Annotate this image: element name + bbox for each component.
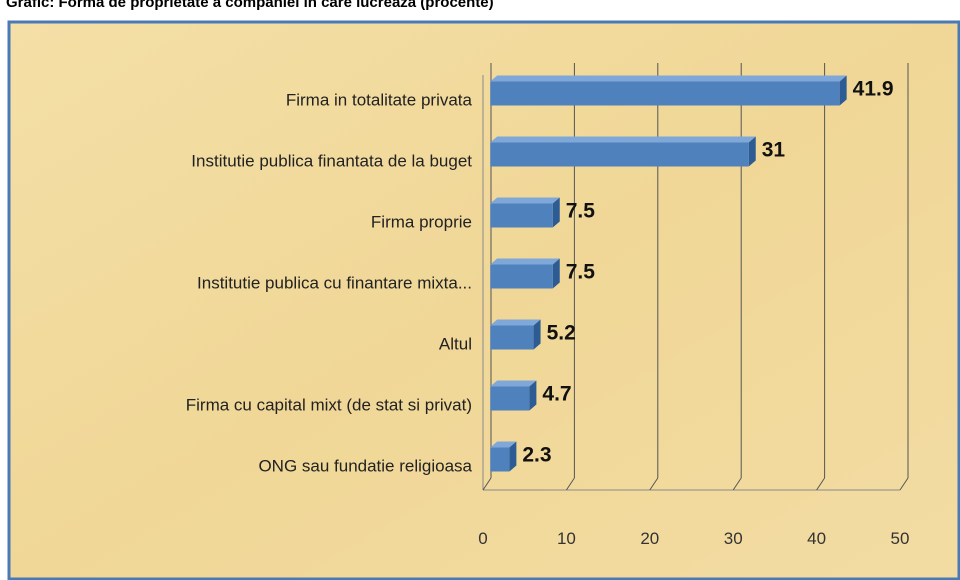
y-tick-label: Firma proprie [371, 213, 472, 232]
y-tick-label: Institutie publica finantata de la buget [191, 152, 472, 171]
bar-top [490, 136, 756, 143]
y-tick-label: Firma cu capital mixt (de stat si privat… [186, 396, 472, 415]
bar [490, 386, 530, 411]
bar-side [552, 197, 560, 228]
value-label: 4.7 [542, 383, 571, 406]
value-label: 5.2 [547, 322, 576, 345]
bar [490, 142, 749, 167]
value-label: 7.5 [566, 261, 596, 284]
x-tick-label: 30 [724, 529, 743, 548]
y-tick-label: Firma in totalitate privata [286, 91, 473, 110]
bar-side [533, 319, 541, 350]
grid-line [899, 477, 909, 491]
bar-side [529, 380, 537, 411]
bar [490, 264, 553, 289]
bar-top [490, 441, 517, 448]
grid-line [816, 477, 826, 491]
bar [490, 325, 534, 350]
bar-top [490, 258, 560, 265]
bar [490, 447, 510, 472]
x-tick-label: 0 [478, 529, 487, 548]
value-label: 41.9 [853, 78, 894, 101]
grid-line [482, 477, 492, 491]
bar-side [748, 136, 756, 167]
bar-side [552, 258, 560, 289]
plot-area: 0 10 20 30 40 50 Firma in totalitate privata 41… [186, 63, 910, 548]
value-label: 2.3 [522, 444, 551, 467]
bar-side [509, 441, 517, 472]
bar [490, 203, 553, 228]
x-tick-label: 50 [891, 529, 910, 548]
bar-top [490, 319, 541, 326]
chart-frame [7, 20, 960, 580]
x-tick-label: 20 [640, 529, 659, 548]
bar-top [490, 197, 560, 204]
y-tick-label: Institutie publica cu finantare mixta... [197, 274, 472, 293]
bar-top [490, 75, 847, 82]
chart-title: Grafic: Forma de proprietate a companiei… [6, 0, 494, 11]
y-tick-label: Altul [439, 335, 472, 354]
x-tick-label: 10 [557, 529, 576, 548]
x-tick-label: 40 [807, 529, 826, 548]
y-tick-label: ONG sau fundatie religioasa [258, 457, 472, 476]
bar-side [839, 75, 847, 106]
grid-line [732, 477, 742, 491]
grid-line [649, 477, 659, 491]
grid-line [565, 477, 575, 491]
value-label: 31 [762, 139, 786, 162]
bar-top [490, 380, 537, 387]
bar [490, 81, 840, 106]
value-label: 7.5 [566, 200, 596, 223]
